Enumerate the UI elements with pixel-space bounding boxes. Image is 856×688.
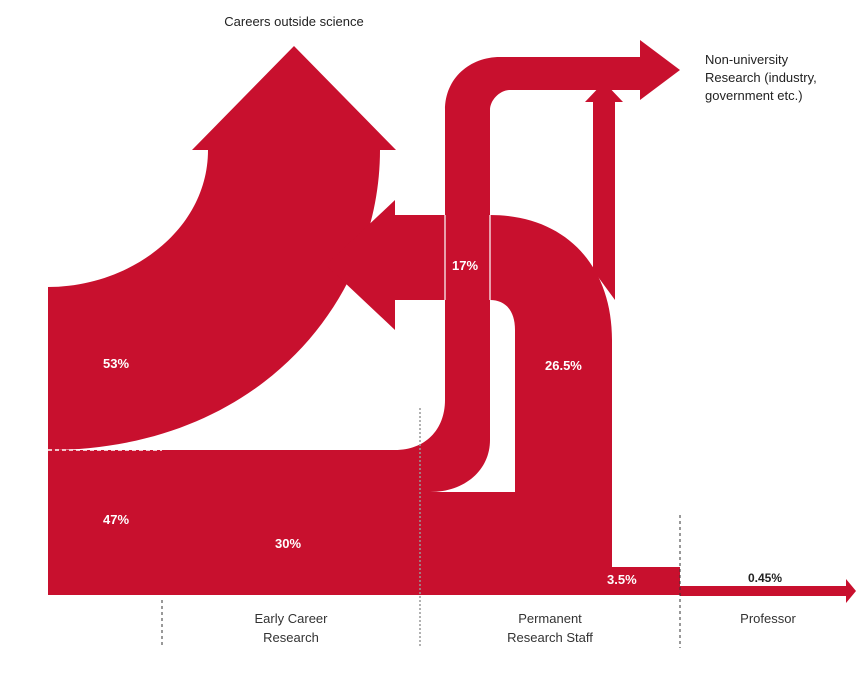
pct-permanent-to-outside: 26.5% — [545, 358, 582, 373]
flow-outside-science — [48, 46, 396, 450]
flow-to-professor — [680, 579, 856, 603]
pct-professor: 0.45% — [748, 571, 782, 585]
flow-permanent-band — [515, 567, 680, 595]
flow-to-non-university — [48, 40, 680, 492]
pct-stay-in-research: 47% — [103, 512, 129, 527]
stage-permanent-line1: Permanent — [518, 611, 582, 626]
pct-permanent-to-non-university: 17% — [452, 258, 478, 273]
label-non-university-line3: government etc.) — [705, 88, 803, 103]
pct-permanent-to-professor: 3.5% — [607, 572, 637, 587]
label-non-university-line1: Non-university — [705, 52, 789, 67]
pct-early-to-permanent: 30% — [275, 536, 301, 551]
stage-early-career-line2: Research — [263, 630, 319, 645]
stage-permanent-line2: Research Staff — [507, 630, 593, 645]
flow-main-band — [48, 450, 680, 595]
label-non-university-line2: Research (industry, — [705, 70, 817, 85]
flow-main-band-body — [48, 492, 520, 595]
stage-professor: Professor — [740, 611, 796, 626]
pct-outside-science: 53% — [103, 356, 129, 371]
label-careers-outside-science: Careers outside science — [224, 14, 363, 29]
stage-early-career-line1: Early Career — [255, 611, 329, 626]
flow-permanent-to-outside — [326, 200, 612, 580]
flow-up-non-university — [585, 82, 623, 300]
